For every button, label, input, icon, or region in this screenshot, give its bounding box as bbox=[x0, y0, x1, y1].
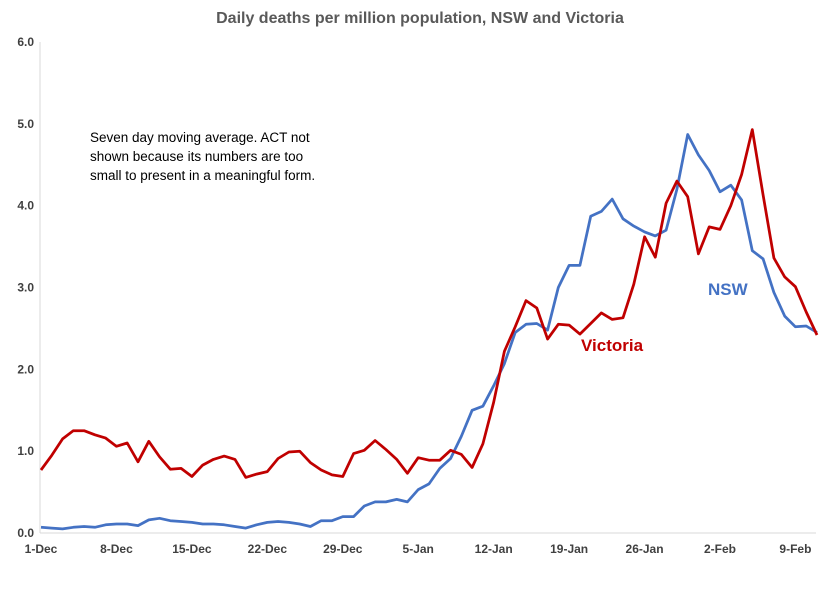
x-tick-labels: 1-Dec 8-Dec 15-Dec 22-Dec 29-Dec 5-Jan 12-Jan 1… bbox=[25, 542, 812, 556]
x-tick-label: 22-Dec bbox=[248, 542, 288, 556]
x-tick-label: 12-Jan bbox=[475, 542, 513, 556]
x-tick-label: 2-Feb bbox=[704, 542, 736, 556]
x-tick-label: 9-Feb bbox=[779, 542, 811, 556]
x-tick-label: 15-Dec bbox=[172, 542, 212, 556]
series-lines bbox=[39, 128, 819, 531]
y-tick-label: 3.0 bbox=[17, 281, 34, 295]
x-tick-label: 1-Dec bbox=[25, 542, 58, 556]
series-label-victoria: Victoria bbox=[581, 336, 644, 355]
x-tick-label: 8-Dec bbox=[100, 542, 133, 556]
series-line-nsw bbox=[40, 133, 818, 531]
chart-annotation: Seven day moving average. ACT not shown … bbox=[84, 125, 334, 188]
x-tick-label: 5-Jan bbox=[403, 542, 434, 556]
series-line-victoria bbox=[39, 128, 819, 479]
y-tick-label: 0.0 bbox=[17, 526, 34, 540]
x-tick-label: 19-Jan bbox=[550, 542, 588, 556]
series-label-nsw: NSW bbox=[708, 280, 749, 299]
y-tick-label: 1.0 bbox=[17, 444, 34, 458]
y-tick-labels: 0.0 1.0 2.0 3.0 4.0 5.0 6.0 bbox=[17, 35, 34, 540]
y-tick-label: 6.0 bbox=[17, 35, 34, 49]
y-tick-label: 4.0 bbox=[17, 199, 34, 213]
chart-title: Daily deaths per million population, NSW… bbox=[216, 10, 624, 27]
x-tick-label: 29-Dec bbox=[323, 542, 363, 556]
x-tick-label: 26-Jan bbox=[626, 542, 664, 556]
y-tick-label: 5.0 bbox=[17, 117, 34, 131]
y-tick-label: 2.0 bbox=[17, 362, 34, 376]
